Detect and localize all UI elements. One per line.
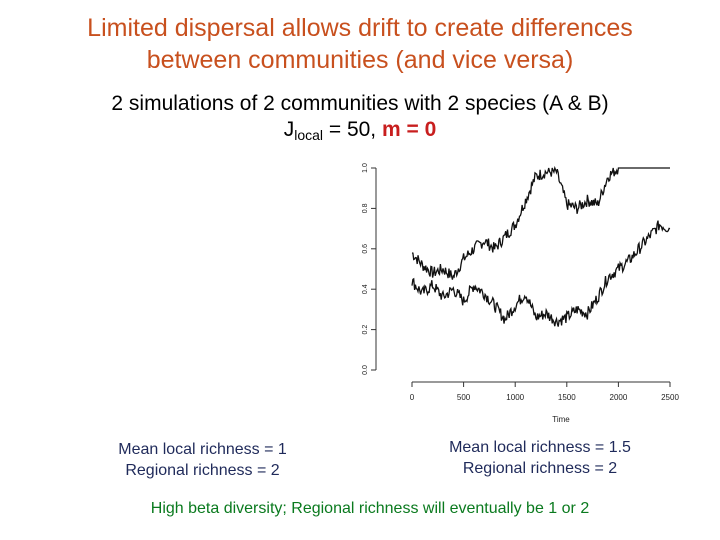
y-tick-label: 0.4 [362,284,369,294]
x-tick-label: 1000 [506,393,524,402]
series-line-1 [411,165,670,280]
y-tick-label: 0.8 [362,203,369,213]
x-axis-label: Time [552,415,570,424]
left-regional-richness: Regional richness = 2 [125,462,280,479]
param-j: J [283,118,295,141]
x-tick-label: 0 [410,393,415,402]
left-mean-local-richness: Mean local richness = 1 [118,441,287,458]
footer-note: High beta diversity; Regional richness w… [150,500,590,517]
right-mean-local-richness: Mean local richness = 1.5 [449,439,631,456]
title-line-1: Limited dispersal allows drift to create… [87,14,633,42]
param-local-subscript: local [294,127,324,143]
param-value: = 50, [323,118,382,141]
x-tick-label: 2500 [661,393,679,402]
slide-subtitle: 2 simulations of 2 communities with 2 sp… [0,91,720,148]
param-m: m = 0 [381,118,437,141]
x-tick-label: 500 [457,393,471,402]
parameter-line: Jlocal = 50, m = 0 [0,117,720,148]
slide-title: Limited dispersal allows drift to create… [0,12,720,76]
y-tick-label: 1.0 [362,163,369,173]
y-tick-label: 0.0 [362,365,369,375]
x-tick-label: 2000 [610,393,628,402]
right-caption: Mean local richness = 1.5 Regional richn… [430,437,650,479]
x-tick-label: 1500 [558,393,576,402]
title-line-2: between communities (and vice versa) [146,46,574,74]
y-tick-label: 0.6 [362,244,369,254]
right-regional-richness: Regional richness = 2 [462,460,618,477]
left-caption: Mean local richness = 1 Regional richnes… [100,439,305,481]
series-line-2 [411,220,671,327]
subtitle-line-1: 2 simulations of 2 communities with 2 sp… [111,92,609,115]
simulation-line-chart: 0 500 1000 1500 2000 2500 Time 0.0 0.2 0.4 0.6 0.8 1… [362,163,679,424]
y-tick-label: 0.2 [362,325,369,335]
